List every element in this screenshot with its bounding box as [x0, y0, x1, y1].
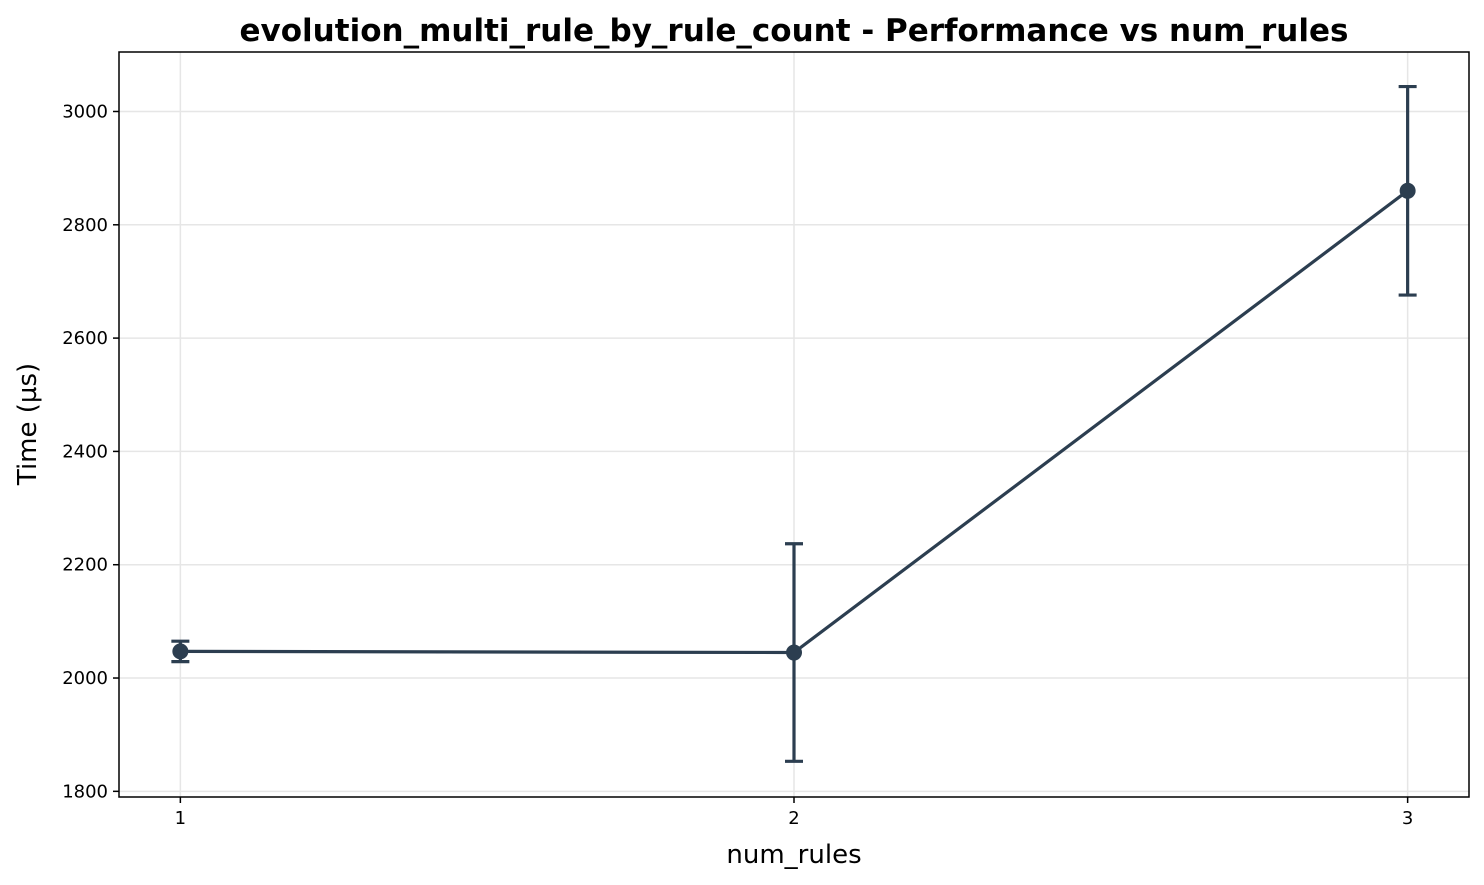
axis-ticks: 1 2 3 1800 2000 2200 2400 2600 2800 3000	[62, 101, 1413, 829]
y-tick-label: 2200	[62, 555, 108, 576]
y-tick-label: 3000	[62, 101, 108, 122]
chart-title: evolution_multi_rule_by_rule_count - Per…	[240, 13, 1349, 49]
series-layer	[171, 84, 1417, 763]
x-tick-label: 3	[1402, 808, 1413, 829]
y-tick-label: 1800	[62, 781, 108, 802]
y-tick-label: 2000	[62, 668, 108, 689]
y-tick-label: 2600	[62, 328, 108, 349]
plot-frame	[118, 51, 1470, 798]
x-tick-label: 2	[788, 808, 799, 829]
x-tick-label: 1	[175, 808, 186, 829]
y-tick-label: 2400	[62, 441, 108, 462]
y-tick-label: 2800	[62, 215, 108, 236]
data-point	[172, 643, 189, 660]
data-point	[786, 644, 802, 661]
x-axis-label: num_rules	[726, 840, 861, 870]
y-axis-label: Time (µs)	[13, 363, 43, 486]
data-point	[1399, 182, 1416, 199]
